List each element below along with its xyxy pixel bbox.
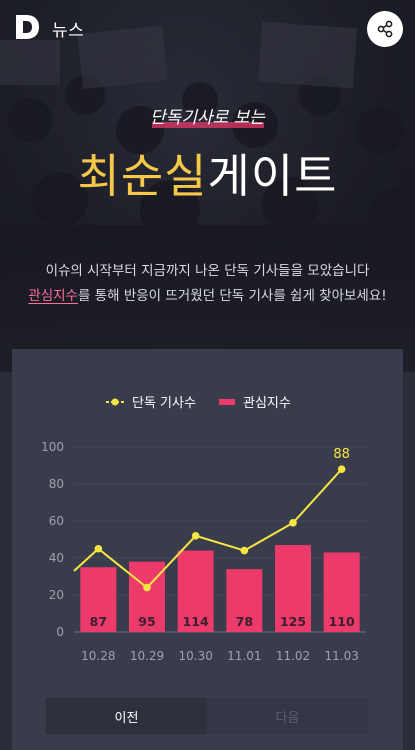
- hero-title-rest: 게이트: [207, 149, 338, 203]
- line-point-articles: [240, 546, 249, 555]
- chart-card: [12, 349, 403, 750]
- next-button[interactable]: 다음: [207, 698, 368, 734]
- y-tick-label: 20: [49, 588, 64, 602]
- line-point-articles: [143, 583, 151, 592]
- hero-title: 최순실게이트: [0, 140, 415, 206]
- y-tick-label: 60: [49, 514, 64, 528]
- interest-index-link[interactable]: 관심지수: [28, 288, 78, 304]
- bar-interest: [177, 550, 214, 632]
- bar-value-label: 114: [183, 614, 209, 629]
- line-point-articles: [337, 465, 346, 474]
- bar-value-label: 87: [90, 614, 107, 629]
- bar-value-label: 95: [138, 614, 155, 629]
- bar-value-label: 78: [236, 614, 253, 629]
- bar-value-label: 110: [329, 614, 355, 629]
- y-tick-label: 80: [49, 477, 64, 491]
- pagination: 이전 다음: [46, 698, 368, 734]
- bar-interest: [275, 545, 311, 632]
- x-tick-label: 10.30: [178, 649, 212, 663]
- legend-bar-swatch: [219, 399, 235, 405]
- section-title[interactable]: 뉴스: [52, 21, 85, 41]
- intro-line-1: 이슈의 시작부터 지금까지 나온 단독 기사들을 모았습니다: [45, 263, 370, 279]
- x-tick-label: 11.02: [276, 649, 310, 663]
- line-point-articles: [289, 519, 297, 527]
- x-tick-label: 10.29: [130, 649, 164, 663]
- x-tick-label: 11.01: [227, 649, 261, 663]
- y-tick-label: 100: [41, 440, 64, 454]
- legend-line-marker: [111, 398, 119, 406]
- line-point-articles: [94, 544, 103, 553]
- hero-title-name: 최순실: [77, 149, 208, 203]
- bar-interest: [323, 552, 360, 632]
- x-tick-label: 11.03: [324, 649, 358, 663]
- legend-label-interest: 관심지수: [243, 396, 291, 411]
- y-tick-label: 0: [56, 625, 64, 639]
- bar-value-label: 125: [280, 614, 306, 629]
- intro-line-2-text: 를 통해 반응이 뜨거웠던 단독 기사를 쉽게 찾아보세요!: [77, 288, 387, 304]
- prev-button[interactable]: 이전: [46, 698, 207, 734]
- hero-kicker: 단독기사로 보는: [0, 103, 415, 128]
- share-icon: [377, 20, 393, 38]
- y-tick-label: 40: [49, 551, 64, 565]
- x-tick-label: 10.28: [81, 649, 115, 663]
- bar-interest: [80, 567, 117, 632]
- daum-logo[interactable]: [14, 14, 40, 40]
- bar-interest: [226, 569, 263, 632]
- legend-label-articles: 단독 기사수: [132, 396, 196, 411]
- line-value-label: 88: [333, 447, 350, 462]
- intro-line-2: 관심지수를 통해 반응이 뜨거웠던 단독 기사를 쉽게 찾아보세요!: [0, 284, 415, 304]
- hero-overlay: [0, 0, 415, 372]
- line-point-articles: [191, 532, 200, 540]
- share-button[interactable]: [367, 11, 403, 47]
